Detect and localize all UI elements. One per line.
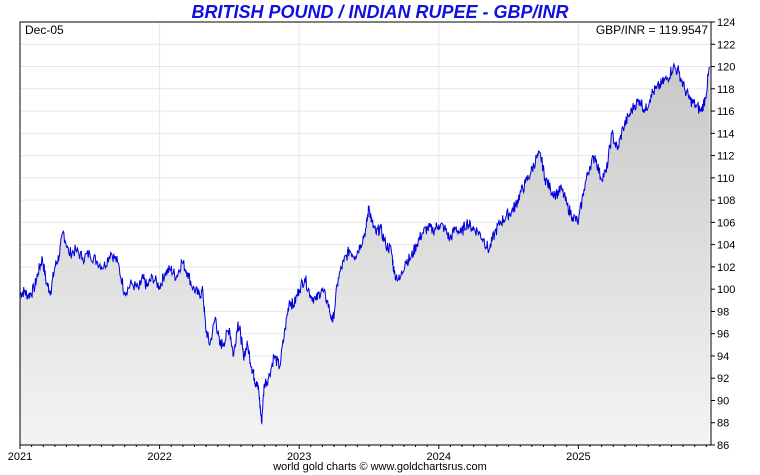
footer-credit: world gold charts © www.goldchartsrus.co…: [273, 461, 487, 473]
y-tick-label: 104: [717, 240, 735, 252]
y-tick-label: 120: [717, 62, 735, 74]
x-tick-label: 2021: [8, 451, 32, 463]
y-tick-label: 92: [717, 373, 729, 385]
y-tick-label: 94: [717, 351, 729, 363]
y-tick-label: 116: [717, 106, 735, 118]
x-tick-label: 2024: [427, 451, 451, 463]
chart-title: BRITISH POUND / INDIAN RUPEE - GBP/INR: [191, 2, 569, 22]
y-tick-label: 100: [717, 284, 735, 296]
y-tick-label: 106: [717, 217, 735, 229]
x-tick-label: 2025: [566, 451, 590, 463]
y-tick-label: 96: [717, 329, 729, 341]
y-tick-label: 90: [717, 395, 729, 407]
price-series-line: [19, 62, 710, 425]
y-tick-label: 114: [717, 128, 735, 140]
y-tick-label: 118: [717, 84, 735, 96]
y-tick-label: 110: [717, 173, 735, 185]
x-tick-label: 2023: [287, 451, 311, 463]
x-axis: 2021 2022 2023 2024 2025: [8, 445, 707, 463]
y-tick-label: 102: [717, 262, 735, 274]
y-tick-label: 108: [717, 195, 735, 207]
price-readout: GBP/INR = 119.9547: [595, 23, 708, 37]
price-line: [19, 62, 710, 425]
period-label: Dec-05: [25, 23, 64, 37]
y-tick-label: 88: [717, 418, 729, 430]
plot-frame: [19, 21, 712, 446]
price-area: [20, 63, 710, 446]
y-tick-label: 122: [717, 39, 735, 51]
y-tick-label: 98: [717, 306, 729, 318]
y-tick-label: 86: [717, 440, 729, 452]
y-tick-label: 124: [717, 17, 735, 29]
y-tick-label: 112: [717, 151, 735, 163]
y-axis: 86 88 90 92 94 96 98 100 102 104 106 108 110 112 114 11…: [711, 17, 735, 452]
price-area-fill: [20, 63, 710, 446]
x-tick-label: 2022: [147, 451, 171, 463]
